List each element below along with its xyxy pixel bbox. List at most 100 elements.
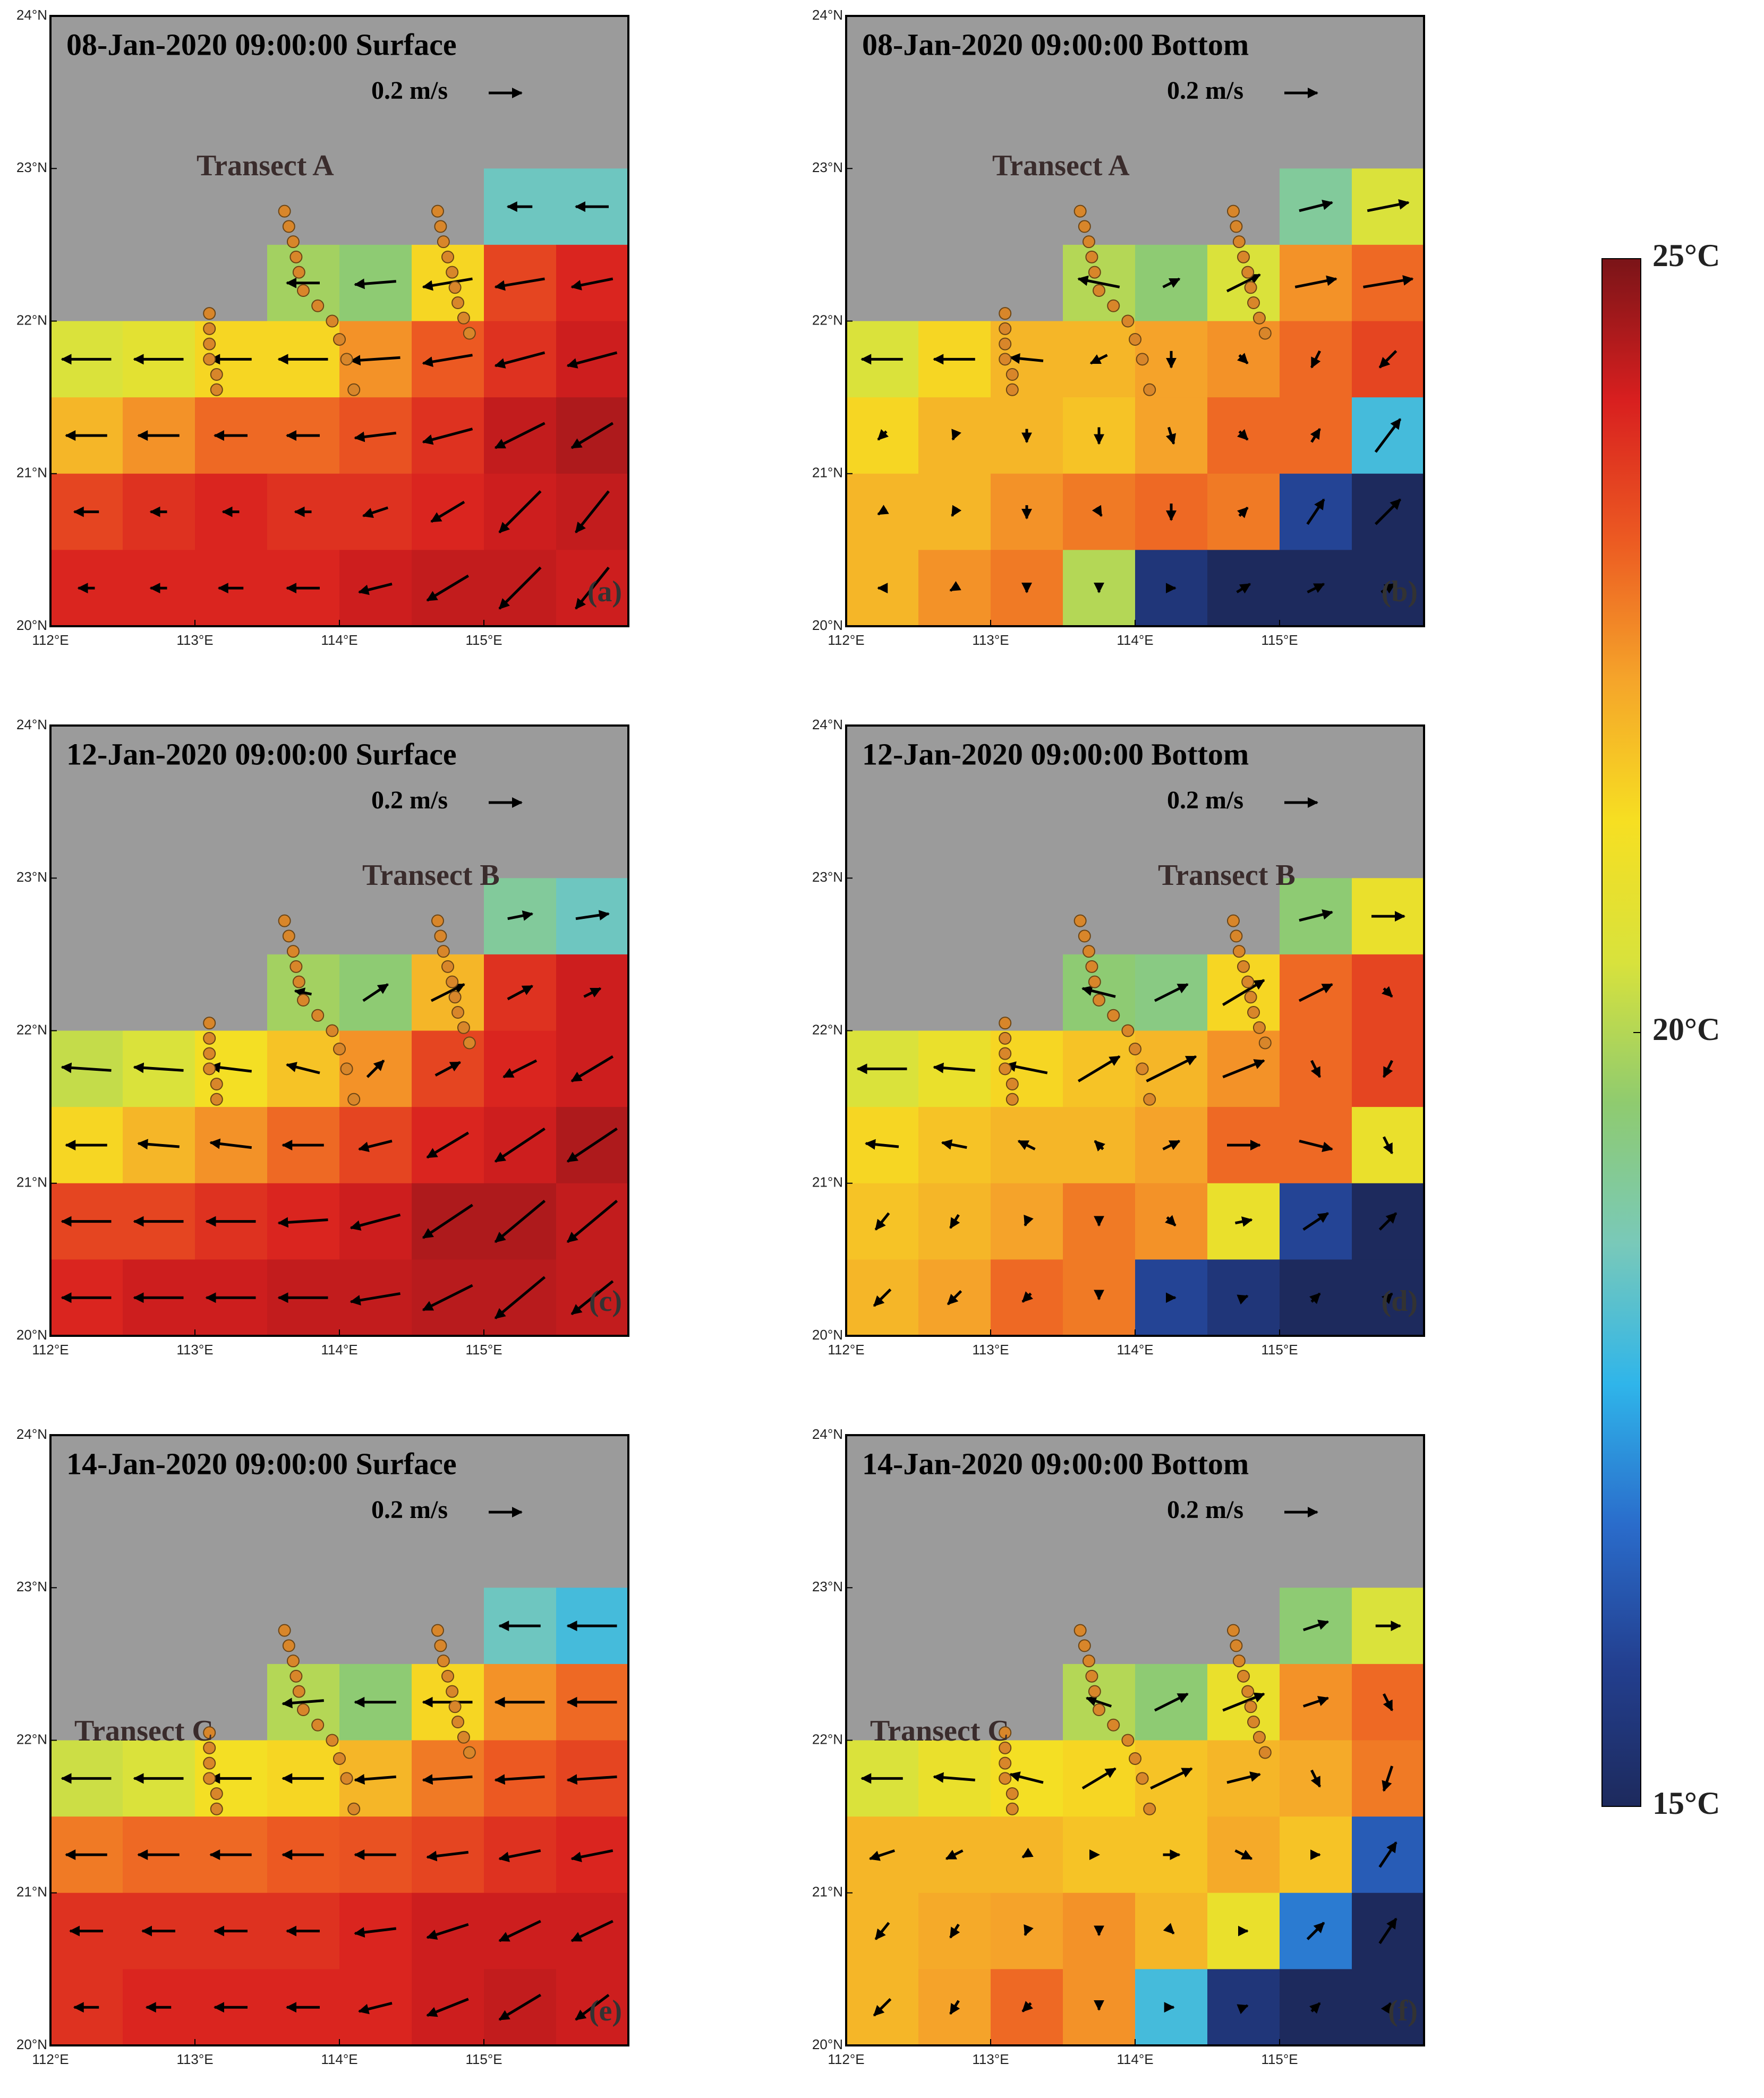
current-vector [1235, 1216, 1253, 1227]
station [1230, 220, 1243, 233]
station [203, 337, 216, 351]
station [282, 1639, 295, 1652]
station [1088, 1685, 1101, 1698]
current-vector [1024, 1924, 1034, 1937]
current-vector [507, 910, 534, 921]
current-vector [498, 1849, 541, 1862]
panel-label: (e) [589, 1994, 622, 2027]
x-tick-label: 115°E [465, 2051, 502, 2067]
current-vector [1378, 350, 1397, 369]
current-vector [1380, 583, 1396, 594]
x-tick-label: 112°E [828, 632, 864, 648]
station [210, 383, 223, 396]
station [1232, 1654, 1246, 1668]
current-vector [1302, 1619, 1330, 1632]
current-vector [1163, 1923, 1175, 1934]
station [1085, 960, 1098, 973]
current-vector [354, 278, 396, 289]
current-vector [1309, 2002, 1321, 2014]
current-vector [362, 983, 389, 1002]
current-vector [1310, 428, 1321, 443]
current-vector [422, 1774, 473, 1785]
station [1005, 1093, 1019, 1106]
current-vector [1302, 1212, 1329, 1231]
station [1237, 960, 1250, 973]
current-vector [1162, 1139, 1181, 1150]
current-vector [494, 1774, 545, 1785]
station [203, 1017, 216, 1030]
station [431, 1624, 444, 1637]
current-vector [1294, 275, 1337, 288]
station [286, 945, 300, 958]
current-vector [1299, 199, 1333, 212]
current-vector [430, 500, 465, 523]
station [999, 353, 1012, 366]
current-vector [945, 1849, 964, 1860]
x-tick-label: 114°E [321, 1342, 357, 1358]
y-tick-label: 20°N [812, 617, 843, 633]
station [1252, 1021, 1266, 1034]
current-vector [1237, 429, 1249, 441]
station [203, 322, 216, 335]
y-tick-label: 23°N [812, 159, 843, 175]
current-vector [570, 422, 614, 449]
current-vector [1021, 1291, 1034, 1303]
current-vector [1222, 1059, 1265, 1079]
station [437, 1654, 450, 1668]
station [347, 1802, 361, 1815]
y-tick-label: 20°N [16, 2036, 47, 2052]
y-tick-label: 23°N [16, 159, 47, 175]
current-vector [498, 490, 542, 534]
station [1143, 383, 1156, 396]
y-tick-label: 24°N [16, 717, 47, 732]
panel-label: (b) [1382, 575, 1418, 608]
current-vector [209, 1062, 252, 1073]
current-vector [1081, 985, 1116, 998]
current-vector [434, 1061, 462, 1077]
station [448, 1700, 462, 1713]
current-vector [358, 583, 393, 595]
map-panel: 112°E 113°E 114°E 115°E 20°N 21°N 22°N 23°N 24°N… [812, 717, 1425, 1358]
x-tick-label: 115°E [1261, 2051, 1298, 2067]
station [1121, 1734, 1135, 1747]
transect-label: Transect C [74, 1715, 214, 1747]
station [1136, 1772, 1149, 1785]
current-vector [494, 1199, 546, 1243]
station [292, 1685, 305, 1698]
current-vector [1310, 1769, 1321, 1788]
transect-label: Transect C [870, 1715, 1009, 1747]
current-vector [949, 581, 961, 592]
map-panel: 112°E 113°E 114°E 115°E 20°N 21°N 22°N 23°N 24°N… [16, 1426, 629, 2067]
current-vector [494, 351, 546, 369]
station [441, 960, 454, 973]
x-tick-label: 113°E [176, 632, 213, 648]
current-vector [941, 1139, 967, 1150]
station [333, 1042, 346, 1055]
current-vector [422, 277, 473, 291]
station [999, 1062, 1012, 1076]
panel-title: 14-Jan-2020 09:00:00 Surface [66, 1446, 457, 1481]
station [340, 1062, 353, 1076]
current-vector [1310, 1060, 1321, 1078]
station [999, 307, 1012, 320]
station [431, 204, 444, 218]
current-vector [951, 429, 961, 441]
current-vector [430, 983, 465, 1002]
station [434, 1639, 447, 1652]
station [1244, 991, 1257, 1004]
current-vector [1024, 1214, 1034, 1227]
colorbar-label: 20°C [1652, 1012, 1720, 1047]
current-vector [570, 1055, 614, 1082]
current-vector [570, 1849, 613, 1862]
current-vector [570, 277, 613, 291]
current-vector [366, 1060, 385, 1078]
station [203, 1756, 216, 1770]
station [282, 929, 295, 943]
scale-label: 0.2 m/s [1167, 76, 1243, 105]
station [999, 1756, 1012, 1770]
current-vector [507, 985, 534, 1001]
current-vector [868, 1849, 896, 1861]
current-vector [494, 1276, 546, 1319]
station [289, 1669, 303, 1683]
